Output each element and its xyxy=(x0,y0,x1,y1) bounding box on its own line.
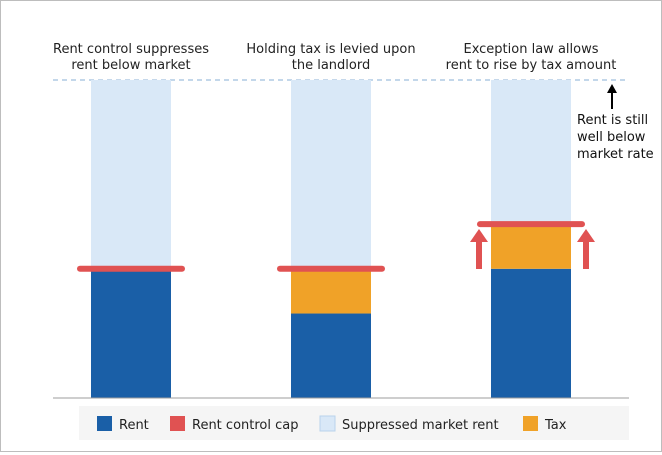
legend-swatch xyxy=(97,416,112,431)
column-title-line: Exception law allows xyxy=(463,42,598,57)
rent-bar xyxy=(491,268,571,398)
cap-raise-arrow-icon xyxy=(470,229,488,269)
annotation-text-line: market rate xyxy=(577,147,654,162)
suppressed-rent-bar xyxy=(291,79,371,271)
legend-swatch xyxy=(170,416,185,431)
legend-item: Rent control cap xyxy=(170,416,298,433)
legend-label: Tax xyxy=(544,418,567,433)
suppressed-rent-bar xyxy=(491,79,571,225)
legend-label: Suppressed market rent xyxy=(342,418,499,433)
legend-item: Rent xyxy=(97,416,149,433)
rent-bar xyxy=(291,313,371,398)
rent-bar xyxy=(91,270,171,398)
column-title-line: rent to rise by tax amount xyxy=(446,58,617,73)
tax-bar xyxy=(491,224,571,269)
tax-bar xyxy=(291,270,371,314)
legend-label: Rent xyxy=(119,418,149,433)
market-gap-arrow-icon xyxy=(607,84,617,109)
bars-layer xyxy=(53,79,629,398)
legend-swatch xyxy=(319,415,336,432)
column-title-line: Rent control suppresses xyxy=(53,42,209,57)
suppressed-rent-bar xyxy=(91,79,171,271)
legend-label: Rent control cap xyxy=(192,418,298,433)
overlay-layer: Rent is still well below market rate xyxy=(53,84,654,399)
annotation-text-line: Rent is still xyxy=(577,113,648,128)
legend-swatch xyxy=(523,416,538,431)
column-title-line: Holding tax is levied upon xyxy=(246,42,415,57)
legend-item: Suppressed market rent xyxy=(319,415,499,433)
legend-item: Tax xyxy=(523,416,567,433)
annotation-text-line: well below xyxy=(577,130,646,145)
cap-raise-arrow-icon xyxy=(577,229,595,269)
column-title-line: rent below market xyxy=(71,58,190,73)
legend: Rent Rent control cap Suppressed market re… xyxy=(79,406,629,440)
column-title-line: the landlord xyxy=(292,58,370,73)
